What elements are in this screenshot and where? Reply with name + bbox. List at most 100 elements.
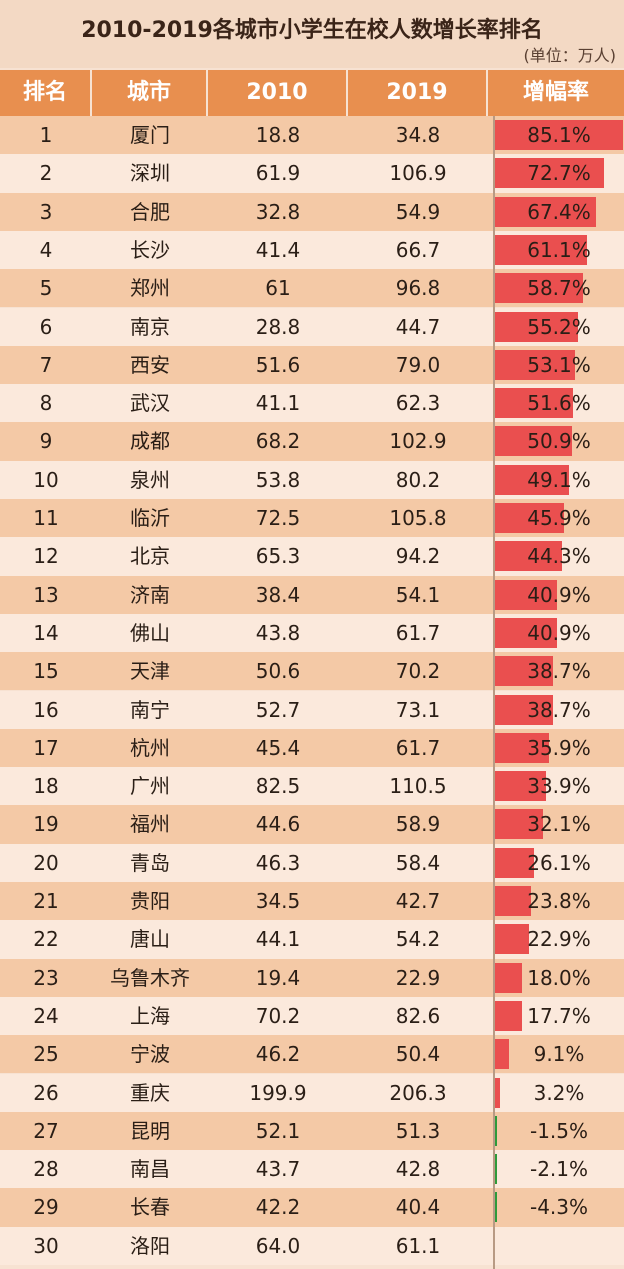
table-row: 30 洛阳 64.0 61.1	[0, 1226, 624, 1265]
rate-label: 40.9%	[527, 620, 591, 645]
value-2019-cell: 61.7	[395, 620, 441, 645]
rate-label: 17.7%	[527, 1003, 591, 1028]
header-city: 城市	[92, 70, 208, 116]
rate-bar	[495, 234, 587, 265]
rate-bar	[495, 311, 579, 342]
city-cell: 上海	[130, 1003, 170, 1028]
rank-cell: 3	[39, 199, 53, 224]
rate-label: 72.7%	[527, 161, 591, 186]
table-row: 18 广州 82.5 110.5 33.9%	[0, 767, 624, 806]
value-2010-cell: 52.7	[255, 697, 301, 722]
rate-label: 53.1%	[527, 352, 591, 377]
city-cell: 南昌	[130, 1157, 170, 1182]
rank-cell: 21	[33, 889, 59, 913]
value-2010-cell: 61	[265, 276, 291, 301]
rate-label: 44.3%	[527, 544, 591, 569]
rank-cell: 29	[33, 1195, 59, 1220]
rate-label: 40.9%	[527, 582, 591, 607]
rank-cell: 8	[39, 391, 53, 416]
value-2010-cell: 28.8	[255, 314, 301, 339]
rate-label: 50.9%	[527, 429, 591, 454]
table-row: 16 南宁 52.7 73.1 38.7%	[0, 690, 624, 729]
rate-bar	[495, 388, 573, 419]
city-cell: 济南	[130, 582, 170, 607]
rank-cell: 11	[33, 506, 59, 530]
value-2019-cell: 66.7	[395, 237, 441, 262]
rate-label: 49.1%	[527, 467, 591, 492]
rate-bar	[495, 273, 584, 304]
title-bar	[0, 0, 624, 68]
rate-label: 85.1%	[527, 123, 591, 147]
value-2019-cell: 61.7	[395, 735, 441, 760]
header-rate: 增幅率	[522, 80, 589, 105]
table-row: 2 深圳 61.9 106.9 72.7%	[0, 154, 624, 193]
rank-cell: 12	[33, 544, 59, 569]
city-cell: 郑州	[130, 276, 170, 301]
table-row: 25 宁波 46.2 50.4 9.1%	[0, 1035, 624, 1074]
value-2010-cell: 64.0	[255, 1233, 301, 1258]
rank-cell: 16	[33, 697, 59, 722]
table-row: 23 乌鲁木齐 19.4 22.9 18.0%	[0, 958, 624, 997]
value-2019-cell: 73.1	[395, 697, 441, 722]
value-2019-cell: 54.2	[395, 927, 441, 952]
value-2010-cell: 61.9	[255, 161, 301, 186]
value-2010-cell: 46.2	[255, 1042, 301, 1067]
rate-bar	[495, 1000, 522, 1031]
value-2010-cell: 19.4	[255, 965, 301, 990]
table-row: 20 青岛 46.3 58.4 26.1%	[0, 843, 624, 882]
header-2010: 2010	[208, 70, 348, 116]
city-cell: 佛山	[130, 620, 170, 645]
table-row: 24 上海 70.2 82.6 17.7%	[0, 996, 624, 1036]
city-cell: 贵阳	[130, 889, 170, 913]
rank-cell: 20	[33, 850, 59, 875]
city-cell: 深圳	[130, 161, 170, 186]
city-cell: 临沂	[130, 506, 170, 530]
table-row: 5 郑州 61 96.8 58.7%	[0, 269, 624, 308]
value-2010-cell: 51.6	[255, 352, 301, 377]
table-row: 12 北京 65.3 94.2 44.3%	[0, 537, 624, 576]
rate-bar	[495, 771, 546, 802]
city-cell: 昆明	[130, 1118, 170, 1143]
rate-bar	[495, 1039, 509, 1070]
rank-cell: 15	[33, 659, 59, 684]
value-2010-cell: 43.7	[255, 1157, 301, 1182]
rank-cell: 28	[33, 1157, 59, 1182]
table-row: 3 合肥 32.8 54.9 67.4%	[0, 192, 624, 231]
value-2019-cell: 94.2	[395, 544, 441, 569]
rank-cell: 7	[39, 352, 53, 377]
table-row: 10 泉州 53.8 80.2 49.1%	[0, 460, 624, 499]
value-2010-cell: 53.8	[255, 467, 301, 492]
value-2019-cell: 42.7	[395, 889, 441, 913]
value-2019-cell: 54.1	[395, 582, 441, 607]
rate-label: 33.9%	[527, 774, 591, 799]
value-2019-cell: 58.4	[395, 850, 441, 875]
city-cell: 福州	[130, 812, 170, 837]
rate-bar	[495, 847, 535, 878]
city-cell: 唐山	[130, 927, 170, 952]
rate-bar	[495, 1192, 497, 1223]
rate-bar	[495, 503, 565, 533]
rate-bar	[495, 196, 597, 227]
city-cell: 天津	[130, 659, 170, 684]
value-2019-cell: 206.3	[389, 1080, 447, 1105]
rate-bar	[495, 541, 562, 572]
value-2010-cell: 68.2	[255, 429, 301, 454]
unit-label: (单位：万人)	[523, 46, 617, 65]
value-2019-cell: 82.6	[395, 1003, 441, 1028]
table-row: 4 长沙 41.4 66.7 61.1%	[0, 230, 624, 270]
rate-bar	[495, 349, 575, 380]
value-2019-cell: 80.2	[395, 467, 441, 492]
header-rank: 排名	[0, 70, 92, 116]
city-cell: 武汉	[130, 391, 170, 416]
table-row: 13 济南 38.4 54.1 40.9%	[0, 575, 624, 614]
rate-label: 45.9%	[527, 506, 591, 530]
value-2019-cell: 106.9	[389, 161, 447, 186]
value-2010-cell: 44.6	[255, 812, 301, 837]
rank-cell: 22	[33, 927, 59, 952]
city-cell: 南京	[130, 314, 170, 339]
rate-label: 55.2%	[527, 314, 591, 339]
rank-cell: 27	[33, 1118, 59, 1143]
table-row: 17 杭州 45.4 61.7 35.9%	[0, 728, 624, 768]
value-2019-cell: 44.7	[395, 314, 441, 339]
rate-label: 67.4%	[527, 199, 591, 224]
